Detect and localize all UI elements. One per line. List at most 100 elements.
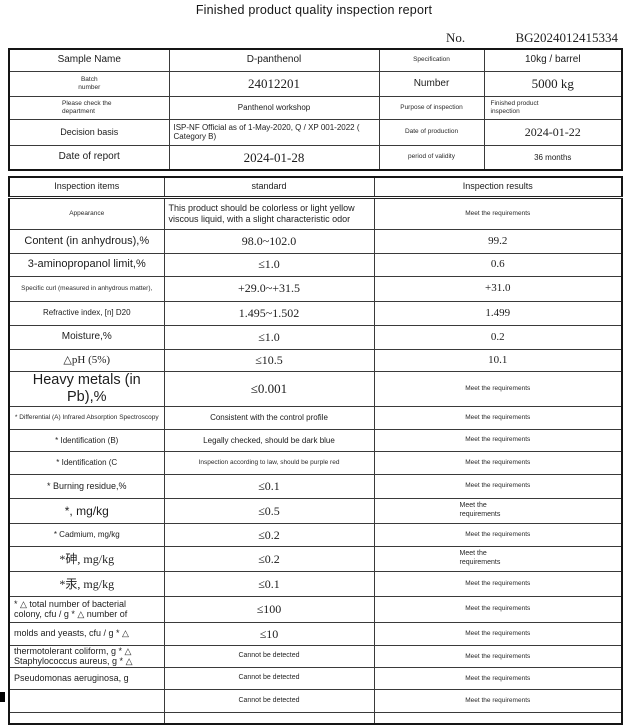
inspection-standard: ≤1.0 bbox=[163, 324, 375, 350]
column-header-inspection-results: Inspection results bbox=[373, 176, 623, 199]
inspection-result: 99.2 bbox=[373, 228, 623, 254]
inspection-result: Meet the requirements bbox=[373, 644, 623, 668]
table-row: * Cadmium, mg/kg ≤0.2 Meet the requireme… bbox=[8, 522, 623, 547]
scan-artifact-mark bbox=[0, 692, 5, 702]
info-label-sample-name: Sample Name bbox=[8, 48, 170, 72]
inspection-item bbox=[8, 711, 165, 725]
inspection-item: Specific curl (measured in anhydrous mat… bbox=[8, 275, 165, 302]
info-label-batch-number: Batch number bbox=[8, 70, 170, 97]
info-value-specification: 10kg / barrel bbox=[483, 48, 623, 72]
info-label-department: Please check the department bbox=[8, 95, 170, 120]
inspection-standard: Consistent with the control profile bbox=[163, 405, 375, 430]
table-row: thermotolerant coliform, g * △ Staphyloc… bbox=[8, 644, 623, 668]
inspection-standard: Cannot be detected bbox=[163, 644, 375, 668]
inspection-result: 0.2 bbox=[373, 324, 623, 350]
inspection-result: Meet the requirements bbox=[373, 196, 623, 230]
inspection-result: Meet the requirements bbox=[373, 621, 623, 646]
table-row: Heavy metals (in Pb),% ≤0.001 Meet the r… bbox=[8, 370, 623, 407]
table-row: *汞, mg/kg ≤0.1 Meet the requirements bbox=[8, 570, 623, 597]
inspection-item: * △ total number of bacterial colony, cf… bbox=[8, 595, 165, 623]
inspection-result: 1.499 bbox=[373, 300, 623, 326]
inspection-result: 0.6 bbox=[373, 252, 623, 277]
table-row: * Identification (C Inspection according… bbox=[8, 450, 623, 475]
inspection-standard bbox=[163, 711, 375, 725]
table-row-clipped bbox=[8, 711, 623, 725]
table-row: * △ total number of bacterial colony, cf… bbox=[8, 595, 623, 623]
info-value-department: Panthenol workshop bbox=[168, 95, 380, 120]
info-label-specification: Specification bbox=[378, 48, 485, 72]
info-value-validity: 36 months bbox=[483, 144, 623, 171]
inspection-result: Meet the requirements bbox=[373, 405, 623, 430]
inspection-standard: This product should be colorless or ligh… bbox=[163, 196, 375, 230]
inspection-standard: 1.495~1.502 bbox=[163, 300, 375, 326]
table-row: molds and yeasts, cfu / g * △ ≤10 Meet t… bbox=[8, 621, 623, 646]
inspection-standard: ≤1.0 bbox=[163, 252, 375, 277]
inspection-result: Meet the requirements bbox=[373, 428, 623, 452]
inspection-item: 3-aminopropanol limit,% bbox=[8, 252, 165, 277]
report-number: No. BG2024012415334 bbox=[446, 30, 618, 46]
inspection-standard: ≤0.2 bbox=[163, 545, 375, 572]
table-row: Appearance This product should be colorl… bbox=[8, 196, 623, 230]
info-value-production-date: 2024-01-22 bbox=[483, 118, 623, 146]
inspection-item: Appearance bbox=[8, 196, 165, 230]
inspection-standard: Inspection according to law, should be p… bbox=[163, 450, 375, 475]
inspection-item: △pH (5%) bbox=[8, 348, 165, 372]
inspection-standard: ≤0.1 bbox=[163, 570, 375, 597]
inspection-result: +31.0 bbox=[373, 275, 623, 302]
inspection-standard: ≤10.5 bbox=[163, 348, 375, 372]
inspection-table: Inspection items standard Inspection res… bbox=[8, 176, 623, 725]
inspection-item: * Differential (A) Infrared Absorption S… bbox=[8, 405, 165, 430]
info-label-validity: period of validity bbox=[378, 144, 485, 171]
table-row: * Burning residue,% ≤0.1 Meet the requir… bbox=[8, 473, 623, 499]
inspection-standard: ≤100 bbox=[163, 595, 375, 623]
info-label-report-date: Date of report bbox=[8, 144, 170, 171]
table-row: △pH (5%) ≤10.5 10.1 bbox=[8, 348, 623, 372]
inspection-item: * Cadmium, mg/kg bbox=[8, 522, 165, 547]
table-row: Pseudomonas aeruginosa, g Cannot be dete… bbox=[8, 666, 623, 690]
inspection-standard: Legally checked, should be dark blue bbox=[163, 428, 375, 452]
inspection-result: Meet the requirements bbox=[373, 545, 623, 572]
info-value-number: 5000 kg bbox=[483, 70, 623, 97]
table-row: Moisture,% ≤1.0 0.2 bbox=[8, 324, 623, 350]
info-table: Sample Name D-panthenol Specification 10… bbox=[8, 48, 623, 171]
page-title: Finished product quality inspection repo… bbox=[195, 3, 433, 17]
inspection-item: * Identification (B) bbox=[8, 428, 165, 452]
inspection-result: Meet the requirements bbox=[373, 473, 623, 499]
report-number-value: BG2024012415334 bbox=[515, 30, 618, 45]
info-value-report-date: 2024-01-28 bbox=[168, 144, 380, 171]
inspection-result: Meet the requirements bbox=[373, 497, 623, 524]
inspection-item: Pseudomonas aeruginosa, g bbox=[8, 666, 165, 690]
info-label-decision-basis: Decision basis bbox=[8, 118, 170, 146]
inspection-item: Moisture,% bbox=[8, 324, 165, 350]
inspection-result: Meet the requirements bbox=[373, 570, 623, 597]
inspection-standard: ≤10 bbox=[163, 621, 375, 646]
inspection-standard: ≤0.001 bbox=[163, 370, 375, 407]
inspection-result: 10.1 bbox=[373, 348, 623, 372]
info-value-sample-name: D-panthenol bbox=[168, 48, 380, 72]
inspection-result bbox=[373, 711, 623, 725]
column-header-standard: standard bbox=[163, 176, 375, 199]
inspection-result: Meet the requirements bbox=[373, 595, 623, 623]
info-value-decision-basis: ISP-NF Official as of 1-May-2020, Q / XP… bbox=[168, 118, 380, 146]
inspection-standard: ≤0.5 bbox=[163, 497, 375, 524]
report-number-label: No. bbox=[446, 30, 466, 45]
info-label-number: Number bbox=[378, 70, 485, 97]
inspection-standard: +29.0~+31.5 bbox=[163, 275, 375, 302]
inspection-item: * Identification (C bbox=[8, 450, 165, 475]
table-row: *, mg/kg ≤0.5 Meet the requirements bbox=[8, 497, 623, 524]
table-row: 3-aminopropanol limit,% ≤1.0 0.6 bbox=[8, 252, 623, 277]
table-row: Refractive index, [n] D20 1.495~1.502 1.… bbox=[8, 300, 623, 326]
info-value-batch-number: 24012201 bbox=[168, 70, 380, 97]
column-header-inspection-items: Inspection items bbox=[8, 176, 165, 199]
inspection-standard: ≤0.1 bbox=[163, 473, 375, 499]
inspection-item: *砷, mg/kg bbox=[8, 545, 165, 572]
inspection-item: thermotolerant coliform, g * △ Staphyloc… bbox=[8, 644, 165, 668]
table-row: * Identification (B) Legally checked, sh… bbox=[8, 428, 623, 452]
info-label-purpose: Purpose of inspection bbox=[378, 95, 485, 120]
table-row: * Differential (A) Infrared Absorption S… bbox=[8, 405, 623, 430]
info-label-production-date: Date of production bbox=[378, 118, 485, 146]
inspection-result: Meet the requirements bbox=[373, 370, 623, 407]
table-row: Specific curl (measured in anhydrous mat… bbox=[8, 275, 623, 302]
inspection-item: molds and yeasts, cfu / g * △ bbox=[8, 621, 165, 646]
info-value-purpose: Finished product inspection bbox=[483, 95, 623, 120]
